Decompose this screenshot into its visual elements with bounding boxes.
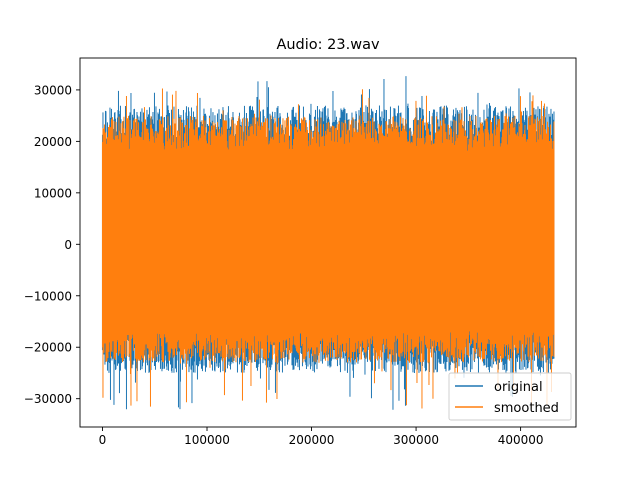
x-tick-label: 200000 bbox=[289, 433, 335, 447]
legend-label-original: original bbox=[494, 380, 543, 395]
y-axis: −30000 −20000 −10000 0 10000 20000 30000 bbox=[24, 83, 80, 406]
y-tick-label: 30000 bbox=[34, 83, 72, 97]
y-tick-label: 20000 bbox=[34, 135, 72, 149]
x-axis: 0 100000 200000 300000 400000 bbox=[99, 427, 544, 447]
x-tick-label: 400000 bbox=[498, 433, 544, 447]
series-smoothed-line bbox=[101, 88, 555, 409]
y-tick-label: 0 bbox=[64, 238, 72, 252]
legend: original smoothed bbox=[448, 372, 572, 421]
y-tick-label: −30000 bbox=[24, 392, 72, 406]
y-tick-label: −10000 bbox=[24, 289, 72, 303]
legend-label-smoothed: smoothed bbox=[494, 401, 559, 416]
y-tick-label: −20000 bbox=[24, 341, 72, 355]
plot-frame bbox=[79, 57, 577, 428]
x-tick-label: 0 bbox=[99, 433, 107, 447]
x-tick-label: 300000 bbox=[393, 433, 439, 447]
y-tick-label: 10000 bbox=[34, 186, 72, 200]
waveform-strokes bbox=[101, 88, 555, 409]
x-tick-label: 100000 bbox=[184, 433, 230, 447]
chart-title: Audio: 23.wav bbox=[276, 37, 380, 53]
plot-area bbox=[101, 76, 555, 410]
legend-box bbox=[448, 372, 572, 421]
